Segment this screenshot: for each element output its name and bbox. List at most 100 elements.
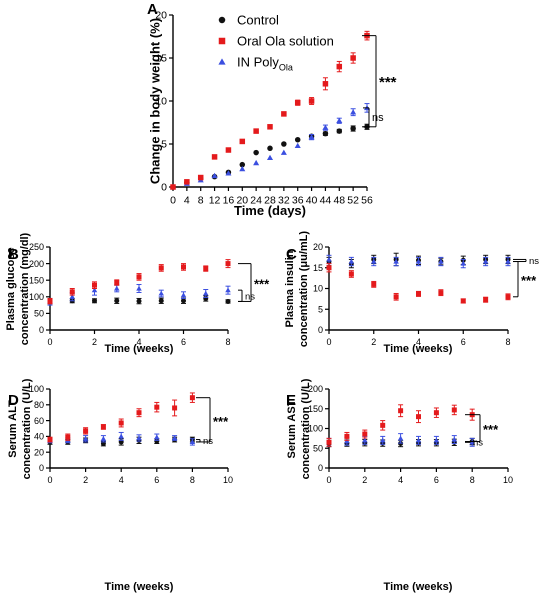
data-point <box>136 274 142 280</box>
data-point <box>211 154 218 160</box>
series-oral-ola-solution <box>326 263 511 304</box>
data-point <box>415 258 422 264</box>
significance-bracket: ns <box>465 437 483 448</box>
x-axis-label: Time (weeks) <box>384 343 453 355</box>
data-point <box>416 291 421 297</box>
data-point <box>118 420 124 426</box>
data-point <box>211 172 218 179</box>
legend-item: IN PolyOla <box>218 55 293 73</box>
x-tick-label: 40 <box>306 195 318 207</box>
data-point <box>336 63 343 70</box>
x-tick-label: 2 <box>92 337 97 347</box>
data-point <box>172 405 178 411</box>
data-point <box>239 161 246 168</box>
x-tick-label: 4 <box>398 475 403 485</box>
y-tick-label: 50 <box>34 309 44 319</box>
x-tick-label: 4 <box>184 195 190 207</box>
legend-label: Oral Ola solution <box>237 34 334 49</box>
data-point <box>350 55 356 61</box>
significance-bracket: ns <box>196 436 213 447</box>
y-axis-label: Serum ALT <box>7 400 19 458</box>
y-tick-label: 150 <box>29 275 44 285</box>
data-point <box>92 282 97 288</box>
y-tick-label: 15 <box>155 53 167 65</box>
legend: Control Oral Ola solution IN PolyOla <box>218 13 334 73</box>
y-tick-label: 200 <box>29 259 44 269</box>
significance-bracket: *** <box>362 35 397 128</box>
data-point <box>415 437 422 443</box>
legend-subscript: Ola <box>279 63 293 73</box>
data-point <box>380 422 386 428</box>
x-tick-label: 8 <box>198 195 204 207</box>
data-point <box>180 292 187 298</box>
legend-text: Control <box>237 13 279 28</box>
x-tick-label: 0 <box>326 475 331 485</box>
y-tick-label: 15 <box>313 263 323 273</box>
data-point <box>326 256 332 262</box>
data-point <box>65 434 71 440</box>
data-point <box>171 435 178 441</box>
data-point <box>397 435 404 441</box>
x-tick-label: 8 <box>505 337 510 347</box>
series-control <box>47 295 231 305</box>
data-point <box>267 145 273 152</box>
data-point <box>350 109 357 115</box>
x-tick-label: 2 <box>371 337 376 347</box>
significance-label: *** <box>483 422 499 437</box>
data-point <box>100 424 106 430</box>
y-axis-label: Plasma insulin <box>284 250 296 327</box>
data-point <box>114 298 120 304</box>
data-point <box>181 298 186 304</box>
data-point <box>92 298 97 304</box>
y-tick-label: 200 <box>308 384 323 394</box>
data-point <box>83 428 89 434</box>
data-point <box>393 294 399 300</box>
data-point <box>451 436 458 442</box>
significance-label: *** <box>379 74 397 91</box>
legend-marker <box>218 58 226 65</box>
x-tick-label: 6 <box>154 475 159 485</box>
data-point <box>416 414 421 420</box>
data-point <box>91 287 98 293</box>
x-tick-label: 12 <box>209 195 221 207</box>
significance-label: ns <box>245 291 255 302</box>
data-point <box>322 130 329 137</box>
x-tick-label: 4 <box>416 337 421 347</box>
y-tick-label: 0 <box>318 325 323 335</box>
x-tick-label: 6 <box>434 475 439 485</box>
significance-label: ns <box>372 112 384 124</box>
data-point <box>189 439 196 444</box>
data-point <box>158 290 164 296</box>
y-tick-label: 0 <box>39 325 44 335</box>
data-point <box>438 258 444 264</box>
y-axis-label: Change in body weight (%) <box>147 18 162 184</box>
data-point <box>398 408 404 414</box>
series-in-poly <box>326 433 475 447</box>
data-point <box>253 159 260 166</box>
y-tick-label: 50 <box>313 443 323 453</box>
significance-label: ns <box>473 437 483 448</box>
x-axis-label: Time (weeks) <box>384 581 453 593</box>
x-tick-label: 48 <box>333 195 345 207</box>
data-point <box>371 258 377 264</box>
x-tick-label: 0 <box>47 337 52 347</box>
series-oral-ola-solution <box>326 404 475 447</box>
data-point <box>433 410 439 416</box>
data-point <box>280 149 287 155</box>
y-tick-label: 20 <box>313 242 323 252</box>
data-point <box>326 439 332 445</box>
data-point <box>322 124 329 130</box>
legend-label: IN PolyOla <box>237 55 293 73</box>
x-tick-label: 0 <box>47 475 52 485</box>
data-point <box>170 184 176 190</box>
data-point <box>225 261 231 267</box>
legend-item: Oral Ola solution <box>218 34 334 49</box>
data-point <box>438 290 444 296</box>
data-point <box>281 141 287 147</box>
data-point <box>225 147 232 153</box>
data-point <box>239 165 246 172</box>
data-point <box>483 297 489 303</box>
data-point <box>348 258 355 264</box>
significance-label: ns <box>203 436 213 447</box>
